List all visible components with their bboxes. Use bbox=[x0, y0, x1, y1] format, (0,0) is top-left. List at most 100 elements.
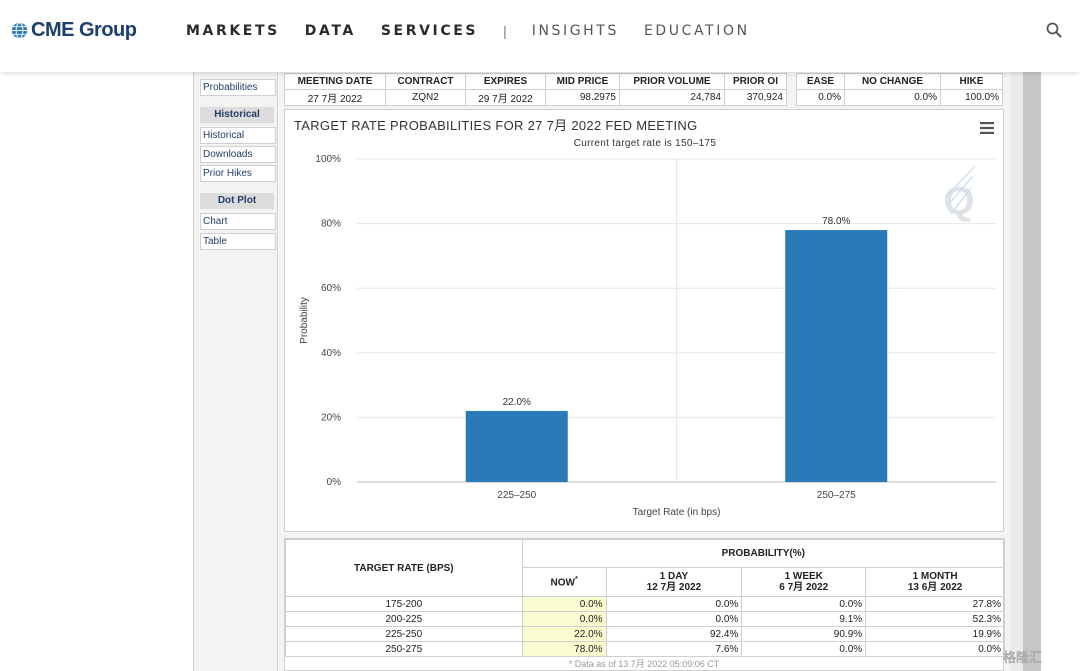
cell-rate: 250-275 bbox=[285, 641, 523, 657]
cell-1-month: 52.3% bbox=[865, 611, 1005, 627]
chart-subtitle: Current target rate is 150–175 bbox=[573, 138, 717, 149]
table-row: 175-200 0.0% 0.0% 0.0% 27.8% bbox=[285, 596, 1005, 612]
cell-rate: 175-200 bbox=[285, 596, 523, 612]
header-1-day-label: 1 DAY bbox=[659, 571, 689, 582]
table-row: 225-250 22.0% 92.4% 90.9% 19.9% bbox=[285, 626, 1005, 642]
globe-icon bbox=[11, 21, 28, 39]
table-gap bbox=[786, 73, 797, 90]
nav-data[interactable]: DATA bbox=[304, 23, 356, 39]
cell-ease: 0.0% bbox=[796, 89, 845, 106]
y-tick-label: 60% bbox=[321, 283, 341, 294]
cell-1-week: 0.0% bbox=[741, 596, 867, 612]
cell-now: 0.0% bbox=[521, 611, 607, 627]
header-1-week: 1 WEEK 6 7月 2022 bbox=[741, 567, 867, 597]
search-icon[interactable] bbox=[1046, 22, 1062, 38]
header-1-month: 1 MONTH 13 6月 2022 bbox=[865, 567, 1005, 597]
header-ease: EASE bbox=[796, 73, 845, 90]
sidebar-item-downloads[interactable]: Downloads bbox=[200, 146, 276, 163]
cell-1-day: 0.0% bbox=[605, 611, 743, 627]
sidebar-item-chart[interactable]: Chart bbox=[200, 213, 276, 230]
header-mid-price: MID PRICE bbox=[545, 73, 620, 90]
header-meeting-date: MEETING DATE bbox=[284, 73, 386, 90]
x-axis-label: Target Rate (in bps) bbox=[633, 507, 721, 518]
data-timestamp-footnote: * Data as of 13 7月 2022 05:09:06 CT bbox=[568, 659, 720, 669]
watermark: 格隆汇 bbox=[1003, 650, 1043, 665]
header-1-month-label: 1 MONTH bbox=[912, 571, 958, 582]
probability-table-panel: TARGET RATE (BPS) PROBABILITY(%) NOW* 1 … bbox=[284, 538, 1006, 671]
cell-1-month: 0.0% bbox=[865, 641, 1005, 657]
y-tick-label: 0% bbox=[327, 477, 342, 488]
quikstrike-q-logo: Q bbox=[943, 179, 974, 223]
sidebar-item-prior-hikes[interactable]: Prior Hikes bbox=[200, 165, 276, 182]
cell-1-day: 7.6% bbox=[605, 641, 743, 657]
sidebar-item-historical[interactable]: Historical bbox=[200, 127, 276, 144]
cell-rate: 225-250 bbox=[285, 626, 523, 642]
header-now: NOW* bbox=[521, 567, 607, 597]
header-now-label: NOW bbox=[550, 577, 575, 589]
logo-stripes bbox=[944, 165, 976, 215]
probability-table: TARGET RATE (BPS) PROBABILITY(%) NOW* 1 … bbox=[285, 539, 1006, 657]
cell-1-week: 0.0% bbox=[741, 641, 867, 657]
header-1-day: 1 DAY 12 7月 2022 bbox=[605, 567, 743, 597]
table-row: 250-275 78.0% 7.6% 0.0% 0.0% bbox=[285, 641, 1005, 657]
cell-mid-price: 98.2975 bbox=[545, 89, 620, 106]
chart-title: TARGET RATE PROBABILITIES FOR 27 7月 2022… bbox=[294, 118, 698, 133]
probability-chart-panel: Q 0% 20% 40% 60% 80% 100% 22.0% 225–250 78.0% 250–… bbox=[284, 109, 1004, 532]
header-1-week-date: 6 7月 2022 bbox=[779, 582, 829, 593]
cell-now: 78.0% bbox=[521, 641, 607, 657]
cell-1-week: 9.1% bbox=[741, 611, 867, 627]
cell-no-change: 0.0% bbox=[844, 89, 941, 106]
main-nav: MARKETS DATA SERVICES | INSIGHTS EDUCATI… bbox=[186, 23, 775, 39]
cell-rate: 200-225 bbox=[285, 611, 523, 627]
header-target-rate: TARGET RATE (BPS) bbox=[285, 539, 523, 597]
header-1-day-date: 12 7月 2022 bbox=[646, 582, 702, 593]
y-tick-label: 100% bbox=[315, 154, 341, 165]
scrollbar-thumb[interactable] bbox=[1023, 72, 1041, 671]
header-prior-oi: PRIOR OI bbox=[724, 73, 787, 90]
header-now-mark: * bbox=[574, 575, 578, 583]
scrollbar-track[interactable] bbox=[1010, 72, 1023, 671]
nav-insights[interactable]: INSIGHTS bbox=[531, 23, 619, 39]
cell-1-week: 90.9% bbox=[741, 626, 867, 642]
y-tick-label: 80% bbox=[321, 219, 341, 230]
bar-data-label: 78.0% bbox=[822, 216, 850, 227]
header-no-change: NO CHANGE bbox=[844, 73, 941, 90]
header-1-month-date: 13 6月 2022 bbox=[907, 582, 963, 593]
right-gutter bbox=[1041, 72, 1080, 671]
meeting-info-table: MEETING DATE CONTRACT EXPIRES MID PRICE … bbox=[284, 73, 1003, 106]
nav-markets[interactable]: MARKETS bbox=[186, 23, 280, 39]
nav-separator: | bbox=[503, 23, 507, 39]
bar bbox=[785, 230, 888, 482]
nav-services[interactable]: SERVICES bbox=[380, 23, 479, 39]
x-tick-label: 225–250 bbox=[497, 490, 536, 501]
cme-logo[interactable]: CME Group bbox=[11, 18, 137, 42]
y-tick-label: 40% bbox=[321, 348, 341, 359]
header-expires: EXPIRES bbox=[465, 73, 546, 90]
page-border bbox=[193, 72, 194, 671]
hamburger-menu-icon[interactable] bbox=[980, 122, 994, 134]
cell-prior-oi: 370,924 bbox=[724, 89, 787, 106]
logo-text: CME Group bbox=[31, 18, 137, 41]
sidebar-item-table[interactable]: Table bbox=[200, 233, 276, 250]
nav-education[interactable]: EDUCATION bbox=[643, 23, 750, 39]
top-navigation: CME Group MARKETS DATA SERVICES | INSIGH… bbox=[0, 0, 1080, 72]
sidebar: Probabilities Historical Historical Down… bbox=[194, 72, 278, 671]
cell-now: 22.0% bbox=[521, 626, 607, 642]
cell-1-day: 92.4% bbox=[605, 626, 743, 642]
header-contract: CONTRACT bbox=[385, 73, 466, 90]
header-hike: HIKE bbox=[940, 73, 1003, 90]
cell-prior-volume: 24,784 bbox=[619, 89, 725, 106]
bar-data-label: 22.0% bbox=[503, 397, 531, 408]
cell-1-day: 0.0% bbox=[605, 596, 743, 612]
bar bbox=[465, 410, 568, 482]
cell-1-month: 27.8% bbox=[865, 596, 1005, 612]
sidebar-heading-dot-plot: Dot Plot bbox=[200, 193, 274, 209]
cell-hike: 100.0% bbox=[940, 89, 1003, 106]
cell-now: 0.0% bbox=[521, 596, 607, 612]
cell-expires: 29 7月 2022 bbox=[465, 89, 546, 106]
x-tick-label: 250–275 bbox=[817, 490, 856, 501]
table-gap bbox=[786, 89, 797, 106]
table-row: 200-225 0.0% 0.0% 9.1% 52.3% bbox=[285, 611, 1005, 627]
probability-chart: Q 0% 20% 40% 60% 80% 100% 22.0% 225–250 78.0% 250–… bbox=[299, 154, 996, 518]
sidebar-item-probabilities[interactable]: Probabilities bbox=[200, 79, 276, 96]
